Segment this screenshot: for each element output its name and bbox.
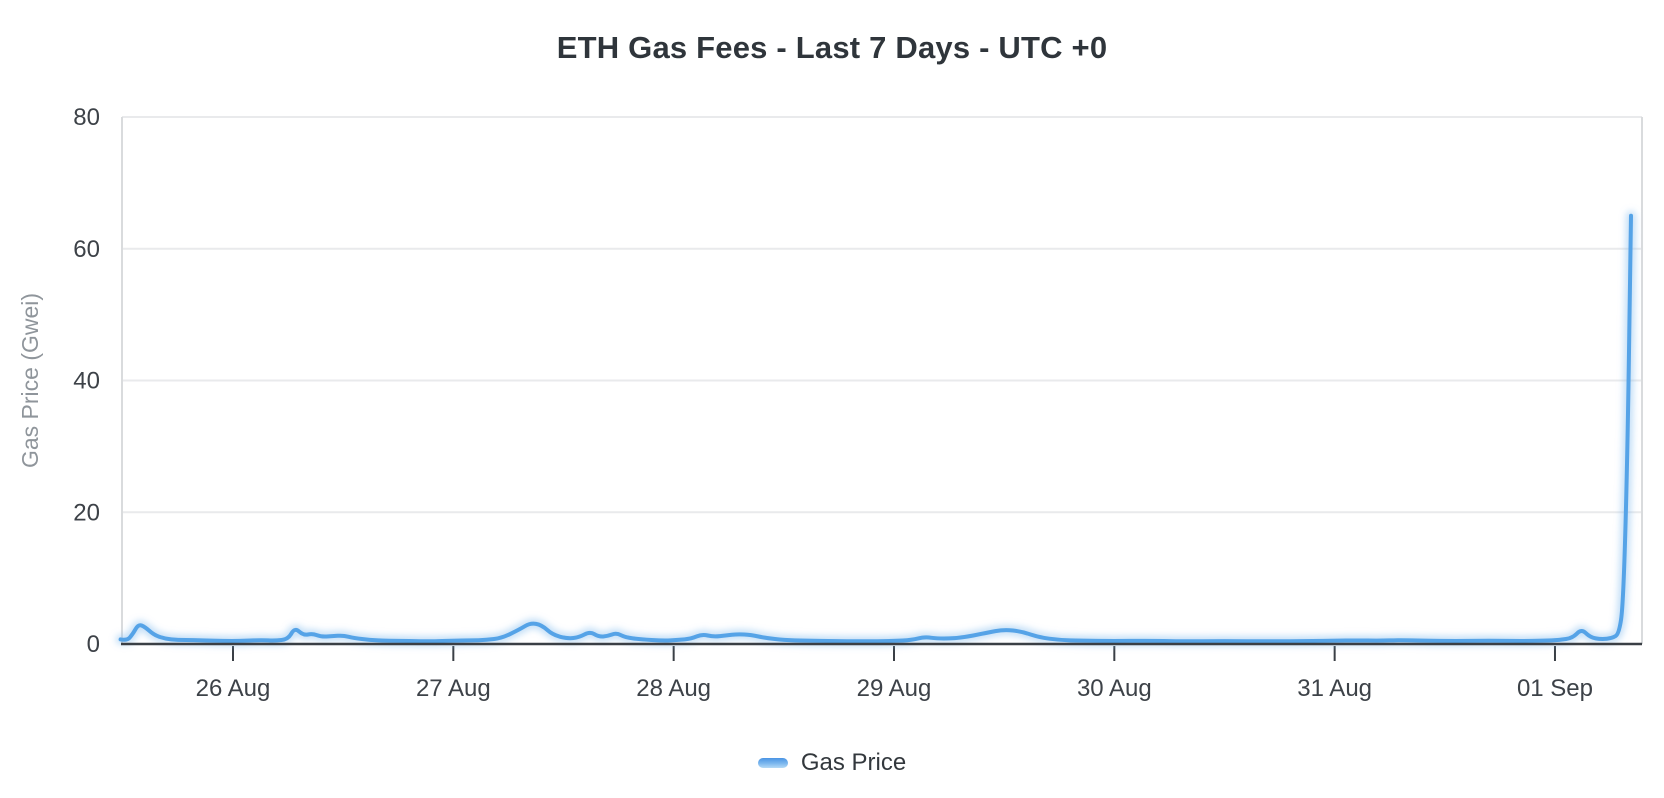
chart-legend: Gas Price xyxy=(0,749,1664,777)
x-tick-label-2: 28 Aug xyxy=(636,675,711,702)
y-tick-label-0: 0 xyxy=(87,631,100,658)
x-tick-label-0: 26 Aug xyxy=(196,675,271,702)
y-tick-label-80: 80 xyxy=(73,104,100,131)
y-tick-label-20: 20 xyxy=(73,499,100,526)
gas-price-line xyxy=(118,213,1633,644)
x-tick-label-1: 27 Aug xyxy=(416,675,491,702)
x-tick-label-3: 29 Aug xyxy=(857,675,932,702)
chart-title: ETH Gas Fees - Last 7 Days - UTC +0 xyxy=(556,30,1108,65)
x-tick-label-4: 30 Aug xyxy=(1077,675,1152,702)
gas-price-legend-swatch-icon xyxy=(757,758,788,768)
y-tick-label-60: 60 xyxy=(73,236,100,263)
gas-price-line-glow xyxy=(115,210,1636,647)
y-tick-label-40: 40 xyxy=(73,368,100,395)
legend-item-label: Gas Price xyxy=(800,749,907,776)
x-tick-label-5: 31 Aug xyxy=(1297,675,1372,702)
x-tick-label-6: 01 Sep xyxy=(1517,675,1593,702)
legend-item-gas-price[interactable]: Gas Price xyxy=(757,749,907,777)
